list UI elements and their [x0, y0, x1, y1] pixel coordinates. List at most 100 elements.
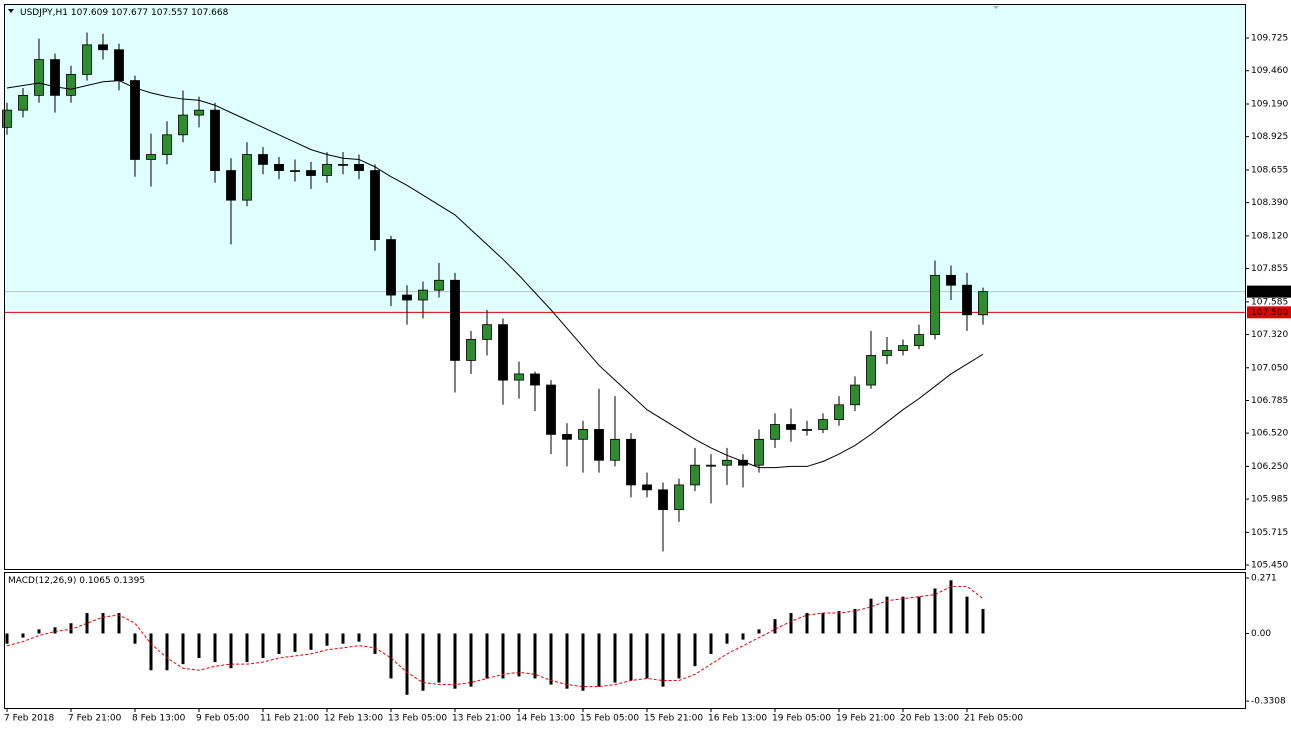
macd-bar: [917, 596, 921, 634]
candle-body: [498, 324, 508, 381]
level-label: 107.500: [1251, 308, 1288, 318]
candle-body: [626, 438, 636, 486]
y-tick-label: 109.460: [1251, 66, 1288, 76]
macd-bar: [933, 588, 937, 634]
header-value: 107.677: [111, 8, 148, 18]
macd-bar: [149, 633, 153, 671]
macd-bar: [117, 613, 121, 634]
candle-body: [306, 170, 316, 176]
candle-body: [114, 49, 124, 81]
macd-bar: [837, 610, 841, 634]
candle-body: [722, 459, 732, 466]
macd-bar: [677, 633, 681, 679]
macd-bar: [101, 613, 105, 634]
header-value: 0.1395: [114, 576, 146, 586]
macd-bar: [277, 633, 281, 654]
x-tick-label: 21 Feb 05:00: [964, 714, 1023, 724]
macd-bar: [229, 633, 233, 669]
macd-bar: [37, 629, 41, 634]
candle-body: [866, 355, 876, 386]
candle-body: [578, 429, 588, 440]
macd-bar: [437, 633, 441, 683]
candle-body: [370, 170, 380, 240]
moving-average: [6, 80, 984, 469]
menu-triangle[interactable]: [8, 9, 14, 13]
candle-body: [258, 154, 268, 165]
macd-bar: [373, 633, 377, 654]
candle-body: [930, 274, 940, 335]
macd-bar: [357, 633, 361, 642]
y-tick-label: 107.855: [1251, 264, 1288, 274]
macd-bar: [757, 629, 761, 634]
candle-body: [466, 339, 476, 361]
macd-bar: [325, 633, 329, 646]
macd-bar: [709, 633, 713, 654]
macd-bar: [85, 613, 89, 634]
macd-bar: [693, 633, 697, 667]
candle-body: [674, 484, 684, 510]
y-tick-label: -0.3308: [1251, 697, 1286, 707]
y-tick-label: 105.715: [1251, 528, 1288, 538]
panel-title: USDJPY,H1: [20, 8, 68, 18]
candle-body: [882, 350, 892, 356]
candle-body: [322, 163, 332, 176]
panel-header: USDJPY,H1 107.609 107.677 107.557 107.66…: [20, 8, 229, 18]
x-tick-label: 12 Feb 13:00: [324, 714, 383, 724]
candle-body: [82, 44, 92, 75]
header-value: 107.557: [151, 8, 188, 18]
header-value: 107.609: [71, 8, 108, 18]
candle-body: [210, 109, 220, 171]
macd-bar: [469, 633, 473, 687]
candle-body: [962, 284, 972, 316]
macd-bar: [181, 633, 185, 665]
macd-bar: [213, 633, 217, 663]
macd-bar: [389, 633, 393, 679]
macd-bar: [901, 596, 905, 634]
y-tick-label: 108.925: [1251, 132, 1288, 142]
macd-bar: [165, 633, 169, 671]
candle-body: [66, 74, 76, 96]
candle-body: [418, 289, 428, 301]
candle-body: [2, 109, 12, 128]
y-tick-label: 105.450: [1251, 561, 1288, 571]
macd-bar: [341, 633, 345, 644]
current-price-label: 107.668: [1251, 287, 1288, 297]
macd-bar: [549, 633, 553, 685]
x-tick-label: 14 Feb 13:00: [516, 714, 575, 724]
candle-body: [354, 163, 364, 171]
macd-bar: [261, 633, 265, 659]
x-tick-label: 20 Feb 13:00: [900, 714, 959, 724]
panel-title: MACD(12,26,9): [8, 576, 76, 586]
candle-body: [226, 170, 236, 201]
macd-bar: [981, 608, 985, 634]
candle-body: [514, 373, 524, 381]
y-tick-label: 0.00: [1251, 629, 1271, 639]
macd-bar: [821, 613, 825, 634]
macd-bar: [133, 633, 137, 644]
macd-bar: [69, 623, 73, 634]
candle-body: [786, 424, 796, 430]
candle-body: [914, 334, 924, 347]
macd-bar: [853, 608, 857, 634]
macd-bar: [789, 613, 793, 634]
candle-body: [610, 438, 620, 461]
y-tick-label: 0.271: [1251, 574, 1277, 584]
macd-bar: [197, 633, 201, 659]
candle-body: [338, 163, 348, 166]
candle-body: [546, 384, 556, 435]
y-tick-label: 106.520: [1251, 429, 1288, 439]
macd-bar: [485, 633, 489, 679]
shift-marker: [993, 6, 999, 9]
macd-bar: [533, 633, 537, 679]
macd-bar: [949, 580, 953, 634]
level-box: [1247, 306, 1291, 319]
candle-body: [194, 109, 204, 116]
candle-body: [50, 59, 60, 96]
candle-body: [818, 419, 828, 430]
y-tick-label: 107.320: [1251, 330, 1288, 340]
candle-body: [658, 489, 668, 510]
candle-body: [594, 429, 604, 461]
macd-bar: [965, 596, 969, 634]
candle-body: [162, 134, 172, 155]
y-tick-label: 108.120: [1251, 231, 1288, 241]
